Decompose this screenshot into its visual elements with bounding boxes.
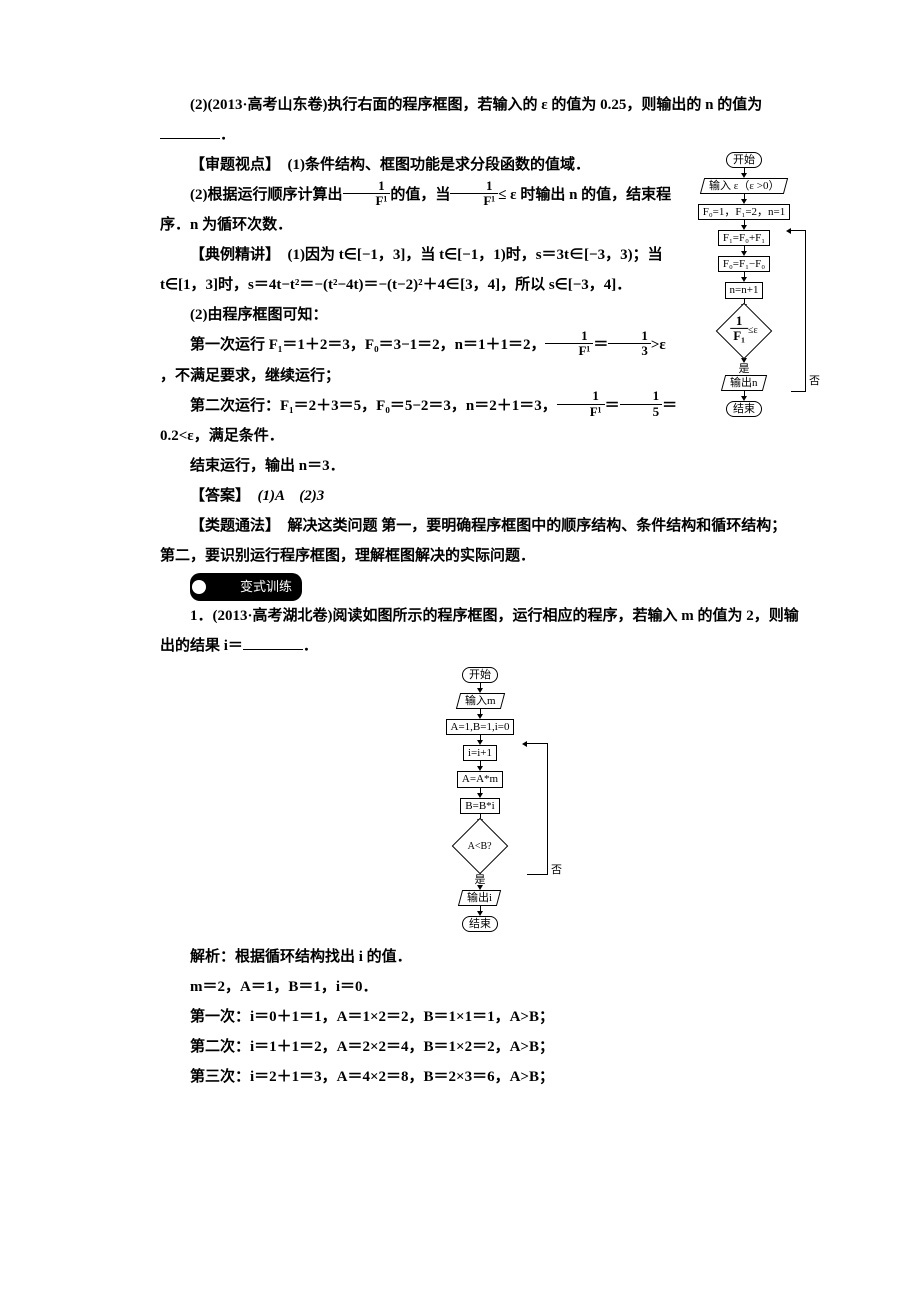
fc2-end: 结束 xyxy=(462,916,498,932)
fc2-input: 输入m xyxy=(456,693,505,709)
answer-blank xyxy=(160,123,220,139)
variant-training-pill: ↓变式训练 xyxy=(190,573,302,601)
frac-run1b: 13 xyxy=(608,329,651,359)
answer-blank-2 xyxy=(243,634,303,650)
fc2-s3: A=A*m xyxy=(457,771,503,787)
problem-2-text: (2)(2013·高考山东卷)执行右面的程序框图，若输入的 ε 的值为 0.25… xyxy=(160,90,800,150)
fc1-s3: F₀=F₁−F₀ xyxy=(718,256,770,272)
fc1-s4: n=n+1 xyxy=(725,282,764,298)
frac-run1a: 1F¹ xyxy=(545,329,593,359)
fc1-end: 结束 xyxy=(726,401,762,417)
fc1-init: F₀=1，F₁=2，n=1 xyxy=(698,204,791,220)
frac-run2a: 1F¹ xyxy=(557,389,605,419)
problem-2-intro: (2)(2013·高考山东卷)执行右面的程序框图，若输入的 ε 的值为 0.25… xyxy=(190,97,762,113)
flowchart-1: 开始 输入 ε（ε >0） F₀=1，F₁=2，n=1 F₁=F₀+F₁ F₀=… xyxy=(688,152,800,417)
fc2-s2: i=i+1 xyxy=(463,745,497,761)
fc1-out: 输出n xyxy=(721,375,767,391)
worked-end: 结束运行，输出 n＝3． xyxy=(160,451,800,481)
sol-p2: 第一次：i＝0＋1＝1，A＝1×2＝2，B＝1×1＝1，A>B； xyxy=(160,1002,800,1032)
fc2-no: 否 xyxy=(551,859,562,881)
down-arrow-icon: ↓ xyxy=(192,580,206,594)
exercise-1-text: 1．(2013·高考湖北卷)阅读如图所示的程序框图，运行相应的程序，若输入 m … xyxy=(160,601,800,661)
frac-1-over-F1-b: 1F¹ xyxy=(450,179,498,209)
variant-training-row: ↓变式训练 xyxy=(160,571,800,601)
sol-p4: 第三次：i＝2＋1＝3，A＝4×2＝8，B＝2×3＝6，A>B； xyxy=(160,1062,800,1092)
flowchart-2-wrap: 开始 输入m A=1,B=1,i=0 i=i+1 A=A*m B=B*i A<B… xyxy=(160,667,800,932)
frac-run2b: 15 xyxy=(620,389,663,419)
fc2-start: 开始 xyxy=(462,667,498,683)
sol-p0: 解析：根据循环结构找出 i 的值． xyxy=(160,942,800,972)
flowchart-1-wrap: 开始 输入 ε（ε >0） F₀=1，F₁=2，n=1 F₁=F₀+F₁ F₀=… xyxy=(688,152,800,417)
answer-line: 【答案】 (1)A (2)3 xyxy=(160,481,800,511)
fc1-cond: 1F₁≤ε xyxy=(716,302,773,359)
frac-1-over-F1: 1F¹ xyxy=(343,179,391,209)
sol-p3: 第二次：i＝1＋1＝2，A＝2×2＝4，B＝1×2＝2，A>B； xyxy=(160,1032,800,1062)
flowchart-2: 开始 输入m A=1,B=1,i=0 i=i+1 A=A*m B=B*i A<B… xyxy=(420,667,540,932)
method-text: 【类题通法】 解决这类问题 第一，要明确程序框图中的顺序结构、条件结构和循环结构… xyxy=(160,511,800,571)
fc2-init: A=1,B=1,i=0 xyxy=(446,719,515,735)
fc1-no: 否 xyxy=(809,370,820,392)
fc1-s2: F₁=F₀+F₁ xyxy=(718,230,770,246)
fc1-yes: 是 xyxy=(739,363,750,375)
fc2-s4: B=B*i xyxy=(460,798,499,814)
fc1-start: 开始 xyxy=(726,152,762,168)
fc2-out: 输出i xyxy=(458,890,501,906)
fc1-input: 输入 ε（ε >0） xyxy=(700,178,789,194)
sol-p1: m＝2，A＝1，B＝1，i＝0． xyxy=(160,972,800,1002)
fc2-cond: A<B? xyxy=(452,817,509,874)
